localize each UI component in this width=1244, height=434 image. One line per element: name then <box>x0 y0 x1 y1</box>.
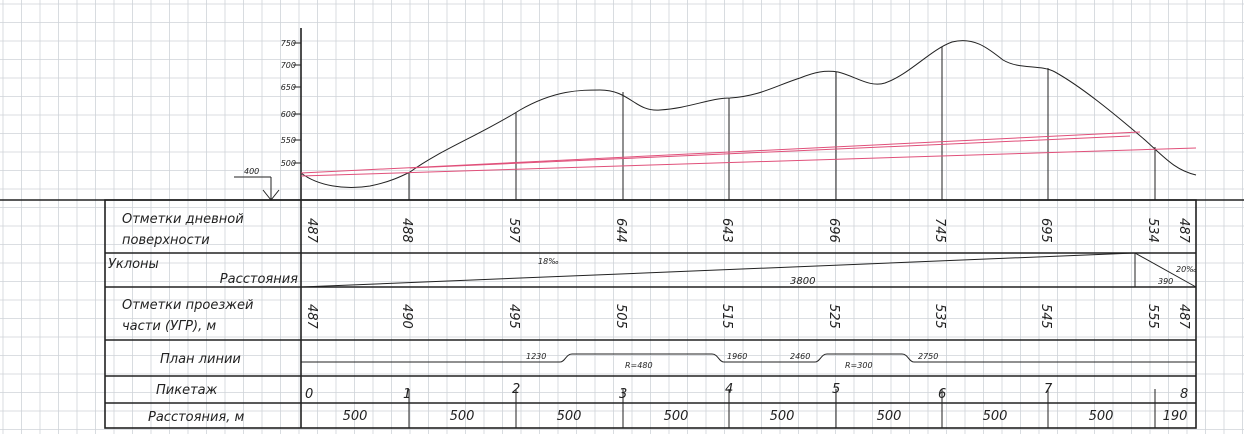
road-mark: 487 <box>304 304 319 330</box>
slope-value-2: 20‰ <box>1176 265 1197 274</box>
picket-row: 0 1 2 3 4 5 6 7 8 <box>305 382 1188 403</box>
distance-value: 500 <box>664 409 689 424</box>
slope-diagonal-2 <box>1134 252 1197 288</box>
plan-header: План линии <box>160 352 241 367</box>
road-marks-row: 487 490 495 505 515 525 535 545 555 487 <box>304 304 1191 330</box>
ground-mark: 488 <box>399 218 414 243</box>
road-mark: 545 <box>1038 304 1053 329</box>
picket-label: 7 <box>1044 382 1053 397</box>
elevation-tick-650: 650 <box>281 83 296 92</box>
road-mark: 490 <box>399 304 414 329</box>
plan-row: 1230 1960 R=480 2460 2750 R=300 <box>301 352 1196 370</box>
ground-marks-row: 487 488 597 644 643 696 745 695 534 487 <box>304 218 1191 244</box>
datum-label: 400 <box>244 167 259 176</box>
ground-mark: 745 <box>932 218 947 243</box>
road-mark: 525 <box>826 304 841 329</box>
picket-label: 1 <box>403 387 411 402</box>
ground-mark: 597 <box>506 218 521 244</box>
table-frame <box>104 199 1197 429</box>
curve1-start: 1230 <box>526 352 546 361</box>
slope-distance-2: 390 <box>1158 277 1173 286</box>
picket-label: 2 <box>512 382 520 397</box>
distance-value: 500 <box>1089 409 1114 424</box>
curve2-start: 2460 <box>790 352 810 361</box>
distance-value: 500 <box>877 409 902 424</box>
ground-mark: 696 <box>826 218 841 243</box>
design-grade-line-middle <box>409 135 1131 169</box>
picket-label: 0 <box>305 387 313 402</box>
curve1-end: 1960 <box>727 352 747 361</box>
elevation-tick-750: 750 <box>281 39 296 48</box>
distance-value: 500 <box>343 409 368 424</box>
road-mark: 487 <box>1176 304 1191 330</box>
picket-header: Пикетаж <box>156 383 218 398</box>
distance-row: 500 500 500 500 500 500 500 500 190 <box>343 403 1188 428</box>
distance-value: 190 <box>1163 409 1188 424</box>
slope-value-1: 18‰ <box>538 257 559 266</box>
slope-distances-header: Расстояния <box>220 272 298 287</box>
ground-mark: 487 <box>304 218 319 244</box>
distances-header: Расстояния, м <box>148 410 244 425</box>
distance-value: 500 <box>770 409 795 424</box>
ground-marks-header-line1: Отметки дневной <box>122 212 244 227</box>
road-marks-header-line2: части (УГР), м <box>122 319 216 334</box>
curve2-end: 2750 <box>918 352 938 361</box>
elevation-tick-500: 500 <box>281 159 296 168</box>
distance-value: 500 <box>983 409 1008 424</box>
ground-mark: 534 <box>1145 218 1160 243</box>
slopes-row: 18‰ 3800 20‰ 390 <box>300 252 1197 288</box>
design-grade-line-alt <box>300 147 1197 177</box>
elevation-tick-600: 600 <box>281 110 296 119</box>
curve1-radius: R=480 <box>625 361 653 370</box>
road-mark: 535 <box>932 304 947 329</box>
road-mark: 505 <box>613 304 628 329</box>
curve2-radius: R=300 <box>845 361 873 370</box>
ground-profile-line <box>300 40 1197 188</box>
elevation-tick-700: 700 <box>281 61 296 70</box>
slope-diagonal <box>300 252 1136 288</box>
ground-mark: 487 <box>1176 218 1191 244</box>
picket-label: 5 <box>832 382 840 397</box>
ground-mark: 643 <box>719 218 734 243</box>
picket-label: 8 <box>1180 387 1188 402</box>
datum-marker: 400 <box>234 167 280 201</box>
picket-lines <box>408 47 1156 200</box>
table-headers: Отметки дневной поверхности Уклоны Расст… <box>108 212 298 425</box>
picket-label: 6 <box>938 387 946 402</box>
distance-value: 500 <box>450 409 475 424</box>
ground-mark: 644 <box>613 218 628 243</box>
distance-value: 500 <box>557 409 582 424</box>
road-marks-header-line1: Отметки проезжей <box>122 298 253 313</box>
picket-label: 3 <box>619 387 627 402</box>
slopes-header: Уклоны <box>108 257 159 272</box>
ground-marks-header-line2: поверхности <box>122 233 210 248</box>
road-mark: 495 <box>506 304 521 329</box>
ground-mark: 695 <box>1038 218 1053 243</box>
profile-table <box>0 199 1244 429</box>
design-grade-lines <box>300 131 1197 177</box>
elevation-axis: 750 700 650 600 550 500 <box>281 28 302 200</box>
picket-label: 4 <box>725 382 733 397</box>
road-mark: 555 <box>1145 304 1160 329</box>
road-mark: 515 <box>719 304 734 329</box>
plan-line <box>301 353 1196 363</box>
slope-distance-1: 3800 <box>790 276 815 287</box>
elevation-tick-550: 550 <box>281 136 296 145</box>
